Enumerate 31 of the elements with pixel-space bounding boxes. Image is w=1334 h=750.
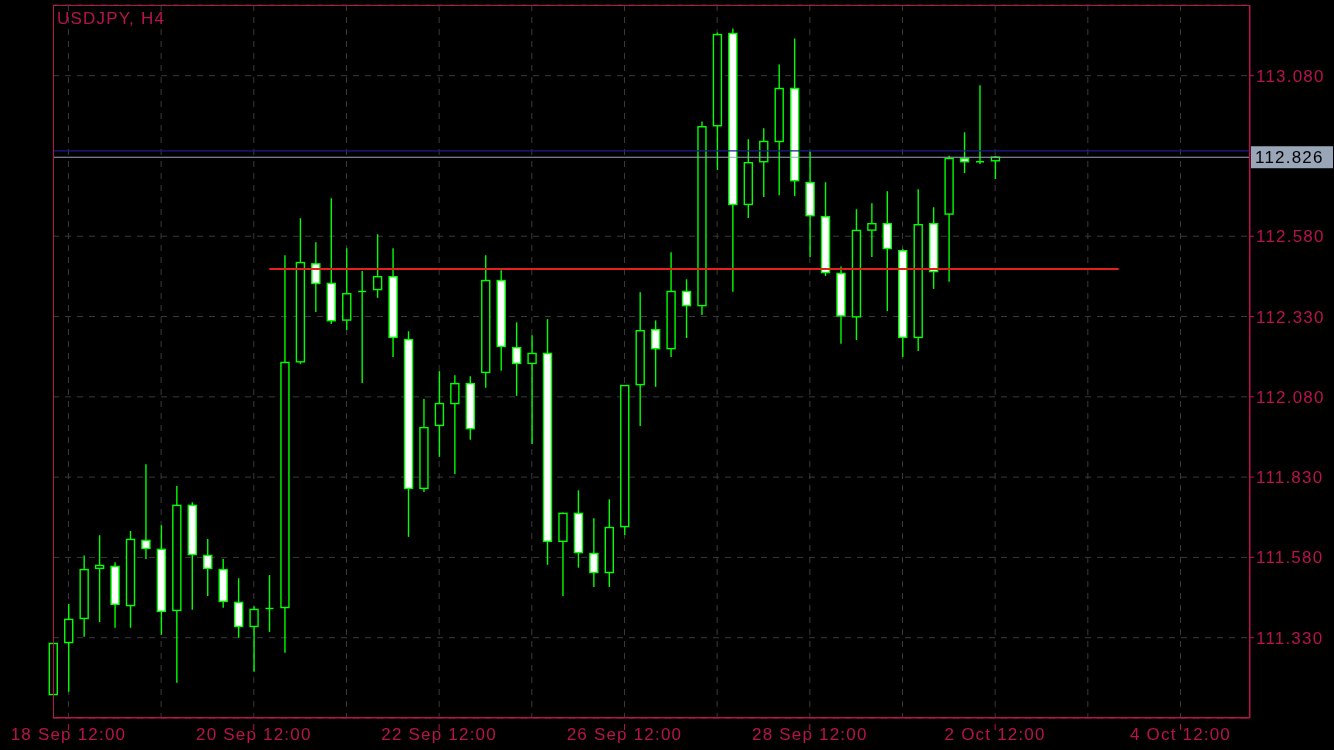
y-tick-label: 112.330 [1256,307,1325,327]
chart-title: USDJPY, H4 [57,9,166,29]
candlestick [650,319,661,388]
y-tick-label: 112.080 [1256,387,1325,407]
y-tick-label: 111.830 [1256,468,1324,488]
y-tick-label: 113.080 [1256,66,1325,86]
x-tick-label: 18 Sep 12:00 [10,725,127,744]
candlestick [589,517,599,588]
x-tick-label: 20 Sep 12:00 [196,725,312,744]
candlestick [372,233,383,299]
candlestick [527,334,537,445]
candlestick [249,605,259,673]
candlestick [681,278,692,339]
candlestick [94,534,105,623]
candlestick [867,202,877,258]
x-tick-label: 22 Sep 12:00 [381,725,497,744]
x-tick-label: 28 Sep 12:00 [752,725,868,744]
candlestick [511,321,522,397]
y-tick-label: 112.580 [1256,227,1325,247]
y-tick-label: 111.580 [1256,548,1324,568]
candlestick [64,603,74,693]
candlestick [434,370,445,458]
ref-line-label: 112.826 [1255,147,1324,167]
y-tick-label: 111.330 [1256,628,1324,648]
x-tick-label: 26 Sep 12:00 [566,725,683,744]
candlestick [141,463,151,560]
x-tick-label: 4 Oct 12:00 [1129,725,1232,744]
x-tick-label: 2 Oct 12:00 [944,725,1046,744]
candlestick [450,374,460,475]
candlestick [311,241,321,313]
candlestick [203,538,213,597]
